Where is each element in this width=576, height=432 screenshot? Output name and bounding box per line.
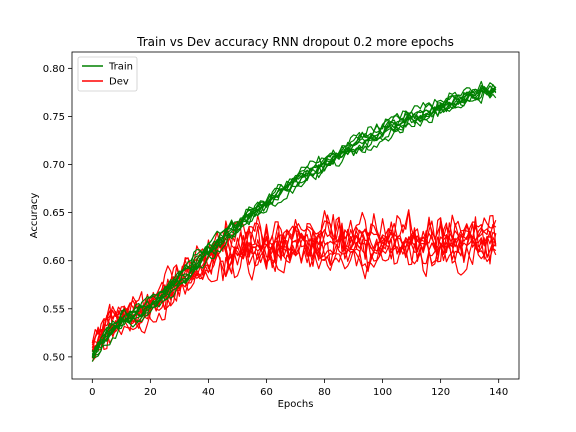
train-run-line [92,83,497,359]
x-tick-label: 140 [489,387,508,398]
train-run-line [91,84,497,356]
train-run-line [91,85,497,359]
x-tick-label: 40 [202,387,215,398]
legend-label-train: Train [108,62,133,73]
y-tick-label: 0.65 [43,208,65,219]
y-axis: 0.50 0.55 0.60 0.65 0.70 0.75 0.80 [43,64,72,363]
y-tick-label: 0.55 [43,304,65,315]
plot-lines [91,80,497,362]
x-tick-label: 120 [431,387,450,398]
dev-run-line [91,214,497,352]
legend-label-dev: Dev [109,77,129,88]
train-run-line [91,85,497,362]
dev-run-line [91,209,497,344]
train-run-line [92,80,497,353]
x-tick-label: 100 [373,387,392,398]
y-tick-label: 0.80 [43,64,65,75]
y-tick-label: 0.70 [43,160,65,171]
legend: Train Dev [77,56,138,92]
train-run-line [91,89,497,358]
train-run-line [91,82,497,358]
x-tick-label: 80 [318,387,331,398]
y-axis-label: Accuracy [29,193,40,239]
train-run-line [91,86,497,356]
x-axis-label: Epochs [278,399,314,410]
y-tick-label: 0.60 [43,256,65,267]
x-tick-label: 0 [89,387,95,398]
x-tick-label: 20 [144,387,157,398]
x-axis: 0 20 40 60 80 100 120 140 [89,379,508,398]
dev-run-line [91,213,497,349]
x-tick-label: 60 [260,387,273,398]
plot-frame [71,51,520,380]
train-run-line [91,87,496,356]
train-run-line [91,87,497,355]
y-tick-label: 0.75 [43,112,65,123]
chart-title: Train vs Dev accuracy RNN dropout 0.2 mo… [136,35,454,49]
y-tick-label: 0.50 [43,352,65,363]
